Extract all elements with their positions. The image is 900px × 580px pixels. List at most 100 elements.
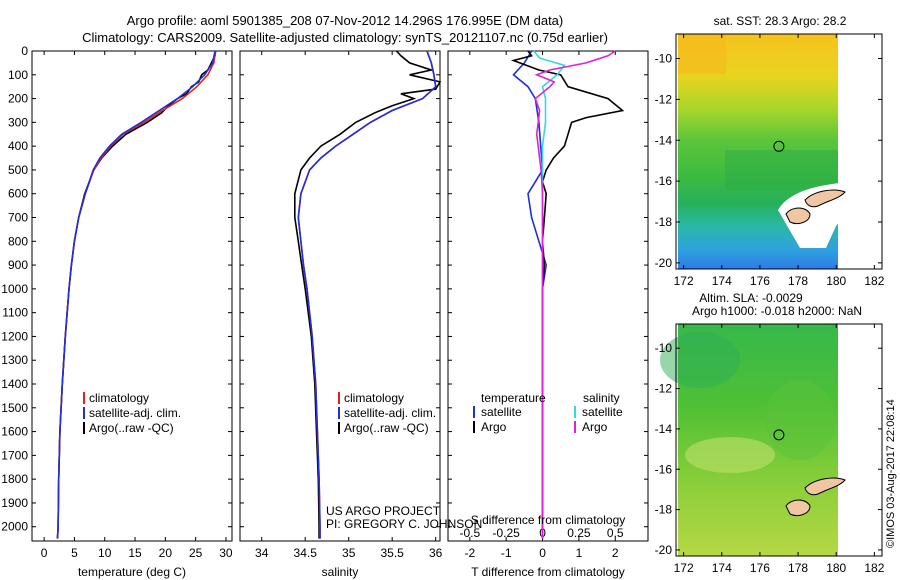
difference-axes-frame — [447, 50, 649, 542]
x-tick-label: 35.5 — [380, 546, 404, 560]
depth-tick-label: 400 — [8, 139, 28, 153]
map-x-tick-label: 172 — [674, 561, 694, 575]
x-tick-label: -1 — [501, 546, 512, 560]
x-tick-label: 25 — [189, 546, 203, 560]
sla-map-frame — [675, 323, 883, 557]
title-line-2: Climatology: CARS2009. Satellite-adjuste… — [82, 30, 608, 45]
depth-tick-label: 900 — [8, 258, 28, 272]
depth-tick-label: 1900 — [1, 496, 28, 510]
depth-tick-label: 1200 — [1, 329, 28, 343]
depth-tick-label: 1000 — [1, 282, 28, 296]
depth-tick-label: 1700 — [1, 448, 28, 462]
depth-tick-label: 300 — [8, 115, 28, 129]
legend-sat-label: satellite-adj. clim. — [89, 406, 181, 420]
map-y-tick-label: -16 — [655, 462, 673, 476]
map-y-tick-label: -14 — [655, 422, 673, 436]
salinity-xlabel: salinity — [322, 565, 359, 579]
secondary-x-tick-label: -0.5 — [459, 526, 480, 540]
fiji-island-vanua-levu — [804, 477, 846, 496]
legend-clim-label: climatology — [89, 391, 149, 405]
series-line-satellite-adj-clim — [297, 50, 437, 539]
x-tick-label: 15 — [128, 546, 142, 560]
fiji-island-viti-levu — [785, 499, 811, 517]
map-y-tick-label: -12 — [655, 92, 673, 106]
depth-tick-label: 0 — [21, 44, 28, 58]
salinity-legend: climatology satellite-adj. clim. Argo(..… — [338, 391, 436, 435]
sst-warm-patch — [678, 34, 726, 74]
map-x-tick-label: 178 — [788, 274, 808, 288]
depth-tick-label: 2000 — [1, 520, 28, 534]
title-line-1: Argo profile: aoml 5901385_208 07-Nov-20… — [127, 13, 564, 28]
x-tick-label: 34.5 — [294, 546, 318, 560]
map-y-tick-label: -20 — [655, 256, 673, 270]
map-x-tick-label: 176 — [750, 274, 770, 288]
legend-temperature-header: temperature — [481, 391, 546, 405]
salinity-depth-ticks — [240, 50, 440, 528]
sla-low-blob — [660, 332, 740, 388]
x-tick-label: 34 — [255, 546, 269, 560]
sla-map-panel: Altim. SLA: -0.0029 Argo h1000: -0.018 h… — [655, 291, 885, 575]
legend-argo-label: Argo(..raw -QC) — [344, 421, 429, 435]
sst-map-x-ticks: 172 174 176 178 180 182 — [674, 34, 885, 288]
t-difference-xlabel: T difference from climatology — [471, 565, 625, 579]
fiji-island-viti-levu — [785, 207, 811, 225]
sst-map-title: sat. SST: 28.3 Argo: 28.2 — [714, 14, 847, 28]
sst-band — [725, 150, 838, 190]
secondary-x-tick-label: 0.25 — [567, 526, 591, 540]
map-y-tick-label: -18 — [655, 503, 673, 517]
temperature-xlabel: temperature (deg C) — [78, 565, 186, 579]
depth-tick-label: 1600 — [1, 425, 28, 439]
map-y-tick-label: -10 — [655, 341, 673, 355]
series-line-satellite-adj-clim — [56, 50, 216, 539]
temperature-profiles — [56, 50, 217, 539]
difference-legend: temperature salinity satellite Argo sate… — [473, 391, 623, 434]
sla-map-y-ticks: -10 -12 -14 -16 -18 -20 — [655, 341, 882, 557]
x-tick-label: 30 — [219, 546, 233, 560]
depth-tick-label: 1100 — [2, 306, 28, 320]
salinity-axes-frame — [239, 50, 441, 542]
salinity-x-ticks: 34 34.5 35 35.5 36 — [255, 51, 443, 560]
x-tick-label: 0 — [539, 546, 546, 560]
sla-map-title-2: Argo h1000: -0.018 h2000: NaN — [692, 304, 862, 318]
series-line-argo-raw-qc — [56, 50, 217, 539]
sla-high-blob — [685, 437, 775, 473]
depth-tick-label: 1800 — [1, 472, 28, 486]
x-tick-label: 35 — [342, 546, 356, 560]
series-line-climatology — [56, 50, 217, 539]
map-x-tick-label: 174 — [712, 274, 732, 288]
series-line-temperature-argo — [510, 50, 625, 539]
map-x-tick-label: 180 — [826, 561, 846, 575]
legend-temp-satellite-label: satellite — [481, 405, 522, 419]
x-tick-label: 0 — [41, 546, 48, 560]
temperature-axes-frame — [31, 50, 233, 542]
x-tick-label: 10 — [98, 546, 112, 560]
temperature-depth-ticks: 0 100 200 300 400 500 600 700 800 900 1000 1100 1200… — [1, 44, 232, 534]
map-y-tick-label: -16 — [655, 174, 673, 188]
x-tick-label: 5 — [71, 546, 78, 560]
legend-clim-label: climatology — [344, 391, 404, 405]
argo-profile-marker — [773, 140, 785, 152]
map-x-tick-label: 182 — [864, 274, 884, 288]
series-line-temperature-satellite — [512, 50, 548, 539]
sst-map-panel: sat. SST: 28.3 Argo: 28.2 172 174 176 178 18… — [655, 14, 885, 288]
temperature-x-ticks: 0 5 10 15 20 25 30 — [41, 51, 233, 560]
series-line-salinity-argo — [534, 50, 616, 539]
legend-sal-satellite-label: satellite — [582, 405, 623, 419]
map-y-tick-label: -18 — [655, 215, 673, 229]
depth-tick-label: 1300 — [1, 353, 28, 367]
salinity-profiles — [293, 50, 442, 539]
imos-credit: ©IMOS 03-Aug-2017 22:08:14 — [885, 399, 897, 548]
legend-argo-label: Argo(..raw -QC) — [89, 421, 174, 435]
salinity-panel: 34 34.5 35 35.5 36 salinity climatology sate… — [239, 50, 482, 579]
map-x-tick-label: 178 — [788, 561, 808, 575]
sla-mid-blob — [765, 380, 835, 460]
map-x-tick-label: 182 — [864, 561, 884, 575]
difference-depth-ticks — [448, 50, 648, 528]
series-line-argo-raw-qc — [293, 50, 442, 539]
depth-tick-label: 500 — [8, 163, 28, 177]
x-tick-label: -2 — [464, 546, 475, 560]
temperature-panel: 0100200300400500600700800900100011001200… — [1, 44, 233, 579]
pi-label: PI: GREGORY C. JOHNSON — [326, 517, 482, 531]
map-y-tick-label: -20 — [655, 543, 673, 557]
